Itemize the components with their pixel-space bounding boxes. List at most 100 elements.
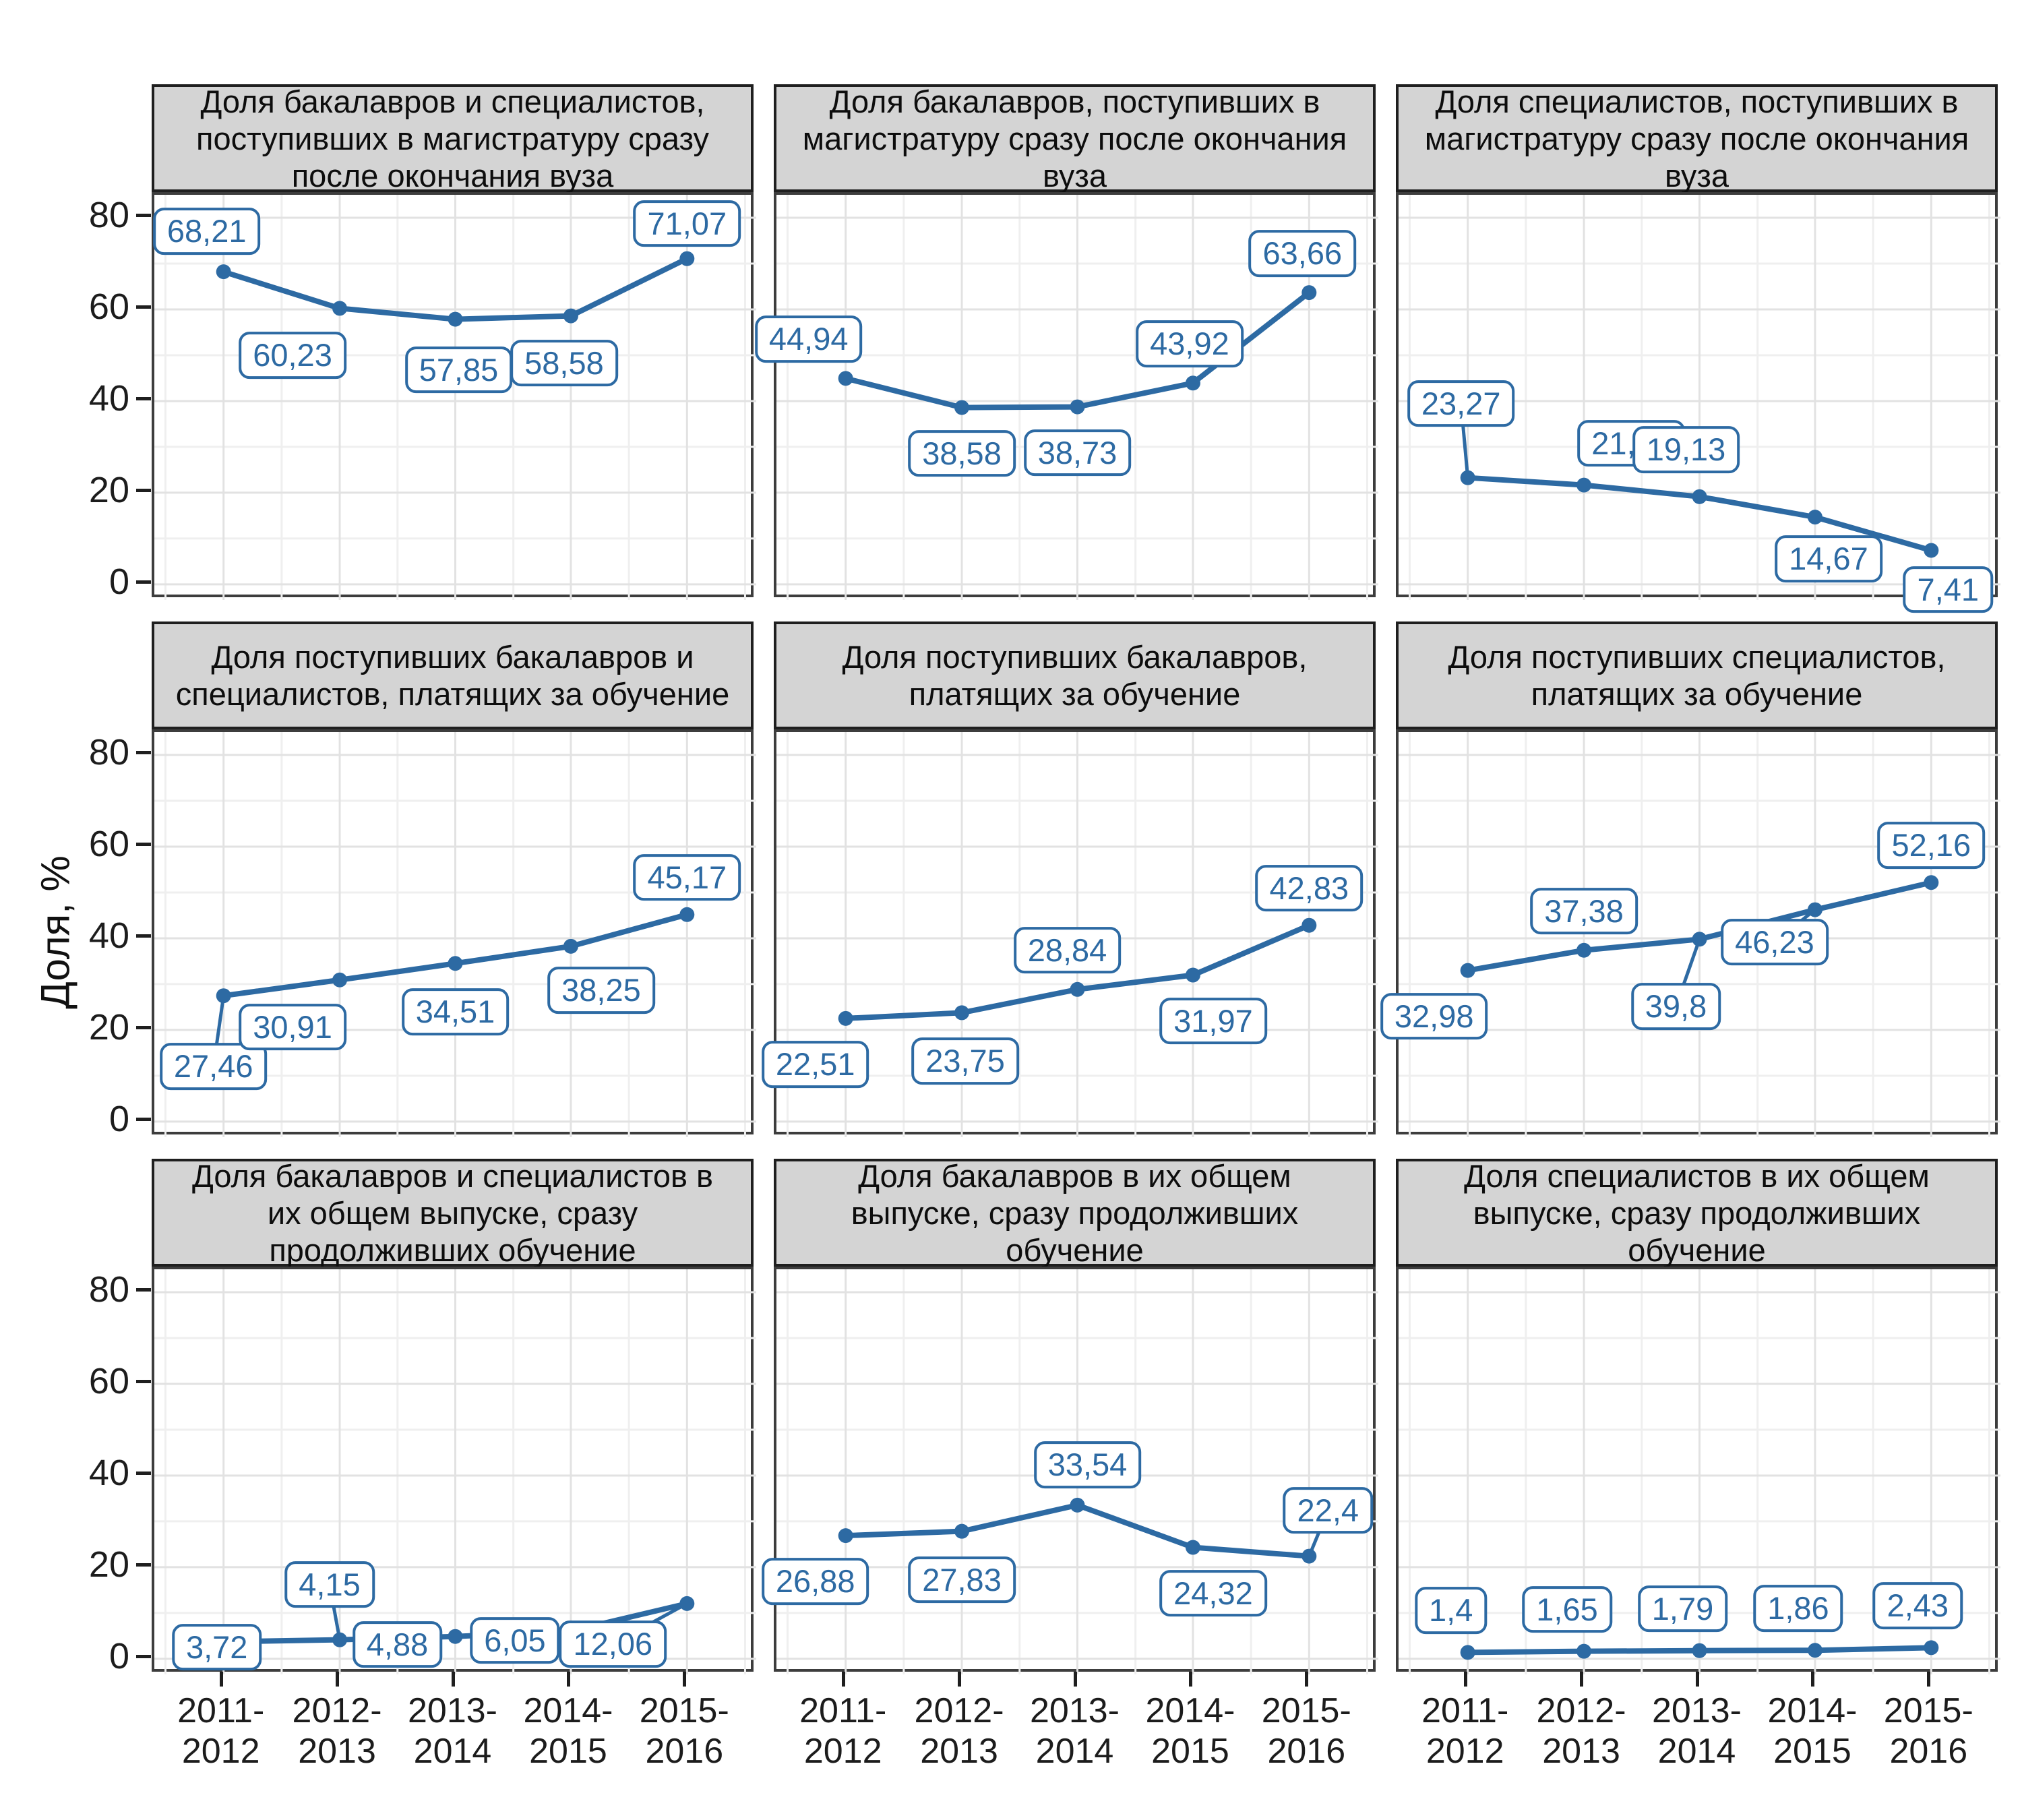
- y-tick-label: 0: [109, 1098, 129, 1139]
- x-tick-label: 2014- 2015: [1145, 1691, 1235, 1771]
- y-tick-label: 40: [88, 1452, 129, 1493]
- value-label: 57,85: [404, 346, 513, 394]
- facet-strip: Доля поступивших бакалавров, платящих за…: [774, 621, 1376, 729]
- x-tick-mark: [1305, 1672, 1309, 1687]
- facet-panel: 27,46 30,91 34,51 38,25 45,17: [152, 729, 756, 1137]
- data-point: [332, 972, 348, 988]
- y-tick-mark: [136, 842, 151, 846]
- y-tick-label: 20: [88, 1544, 129, 1585]
- y-tick-label: 60: [88, 286, 129, 327]
- facet-panel: 1,4 1,65 1,79 1,86 2,43: [1396, 1267, 2000, 1674]
- x-tick-mark: [958, 1672, 962, 1687]
- data-point: [954, 400, 970, 415]
- x-tick-mark: [566, 1672, 570, 1687]
- x-tick-label: 2014- 2015: [1767, 1691, 1858, 1771]
- value-label: 1,79: [1637, 1585, 1728, 1633]
- x-tick-mark: [1927, 1672, 1931, 1687]
- value-label: 30,91: [239, 1003, 346, 1051]
- x-tick-label: 2014- 2015: [523, 1691, 613, 1771]
- x-tick-label: 2015- 2016: [1261, 1691, 1351, 1771]
- x-tick-mark: [1810, 1672, 1814, 1687]
- y-tick-mark: [136, 305, 151, 309]
- facet-title: Доля поступивших бакалавров, платящих за…: [842, 639, 1308, 712]
- value-label: 28,84: [1013, 926, 1122, 974]
- value-label: 38,58: [908, 429, 1016, 477]
- value-label: 71,07: [633, 200, 741, 247]
- y-tick-label: 0: [109, 1635, 129, 1676]
- facet-panel: 32,98 37,38 39,8 46,23 52,16: [1380, 729, 2000, 1137]
- x-tick-mark: [1695, 1672, 1699, 1687]
- data-point: [1692, 1643, 1707, 1658]
- data-point: [1185, 967, 1200, 983]
- panel-plot: [1399, 195, 2000, 600]
- data-point: [1807, 902, 1822, 917]
- value-label: 43,92: [1136, 320, 1244, 368]
- value-label: 31,97: [1159, 997, 1267, 1045]
- data-point: [332, 1632, 348, 1647]
- facet-strip: Доля бакалавров и специалистов, поступив…: [152, 84, 754, 193]
- y-tick-mark: [136, 396, 151, 400]
- panel-plot: [154, 195, 756, 600]
- y-tick-label: 80: [88, 1269, 129, 1310]
- y-tick-label: 40: [88, 915, 129, 956]
- y-tick-label: 20: [88, 1006, 129, 1048]
- value-label: 6,05: [470, 1616, 560, 1664]
- data-point: [1924, 543, 1939, 558]
- x-tick-mark: [683, 1672, 687, 1687]
- facet-title: Доля бакалавров и специалистов в их обще…: [192, 1157, 713, 1268]
- y-tick-mark: [136, 1379, 151, 1383]
- panel-plot: [154, 1269, 756, 1674]
- x-tick-label: 2013- 2014: [1030, 1691, 1120, 1771]
- y-tick-label: 60: [88, 1360, 129, 1401]
- value-label: 2,43: [1872, 1582, 1963, 1630]
- data-point: [1070, 1497, 1085, 1513]
- value-label: 60,23: [239, 332, 346, 380]
- value-label: 3,72: [171, 1623, 262, 1671]
- facet-strip: Доля бакалавров в их общем выпуске, сраз…: [774, 1158, 1376, 1268]
- y-tick-label: 60: [88, 823, 129, 864]
- x-tick-label: 2015- 2016: [1883, 1691, 1973, 1771]
- facet-title: Доля поступивших бакалавров и специалист…: [175, 639, 730, 712]
- data-point: [1576, 477, 1592, 493]
- data-point: [1924, 1640, 1939, 1656]
- value-label: 44,94: [754, 315, 863, 363]
- y-tick-label: 80: [88, 731, 129, 772]
- facet-strip: Доля специалистов, поступивших в магистр…: [1396, 83, 1998, 193]
- y-tick-label: 20: [88, 469, 129, 510]
- facet-panel: 44,94 38,58 38,73 43,92 63,66: [754, 192, 1378, 600]
- value-label: 1,86: [1753, 1585, 1843, 1633]
- data-point: [1301, 1548, 1317, 1564]
- x-tick-label: 2011- 2012: [799, 1691, 887, 1771]
- data-point: [1301, 285, 1317, 301]
- facet-strip: Доля бакалавров и специалистов в их обще…: [152, 1157, 754, 1268]
- y-tick-mark: [136, 934, 151, 938]
- data-point: [448, 311, 463, 327]
- facet-panel: 3,72 4,15 4,88 6,05 12,06: [152, 1267, 756, 1674]
- value-label: 23,27: [1407, 380, 1515, 427]
- y-tick-label: 40: [88, 377, 129, 419]
- x-tick-label: 2011- 2012: [177, 1691, 265, 1771]
- value-label: 19,13: [1632, 425, 1740, 473]
- panel-plot: [776, 732, 1378, 1137]
- data-point: [679, 1596, 695, 1611]
- data-point: [563, 938, 578, 954]
- data-point: [1692, 932, 1707, 947]
- x-tick-mark: [1188, 1672, 1192, 1687]
- data-point: [1185, 1540, 1200, 1555]
- facet-title: Доля специалистов, поступивших в магистр…: [1424, 83, 1969, 193]
- value-label: 23,75: [911, 1037, 1019, 1085]
- value-label: 24,32: [1159, 1569, 1267, 1617]
- value-label: 26,88: [761, 1558, 869, 1605]
- y-tick-label: 80: [88, 194, 129, 235]
- y-tick-label: 0: [109, 561, 129, 602]
- x-tick-mark: [1580, 1672, 1584, 1687]
- y-tick-mark: [136, 488, 151, 492]
- value-label: 34,51: [401, 988, 510, 1036]
- value-label: 42,83: [1255, 864, 1364, 912]
- facet-panel: 68,21 60,23 57,85 58,58 71,07: [152, 192, 756, 600]
- facet-title: Доля специалистов в их общем выпуске, ср…: [1464, 1157, 1930, 1268]
- value-label: 45,17: [633, 853, 741, 901]
- x-tick-mark: [336, 1672, 340, 1687]
- x-tick-label: 2013- 2014: [408, 1691, 497, 1771]
